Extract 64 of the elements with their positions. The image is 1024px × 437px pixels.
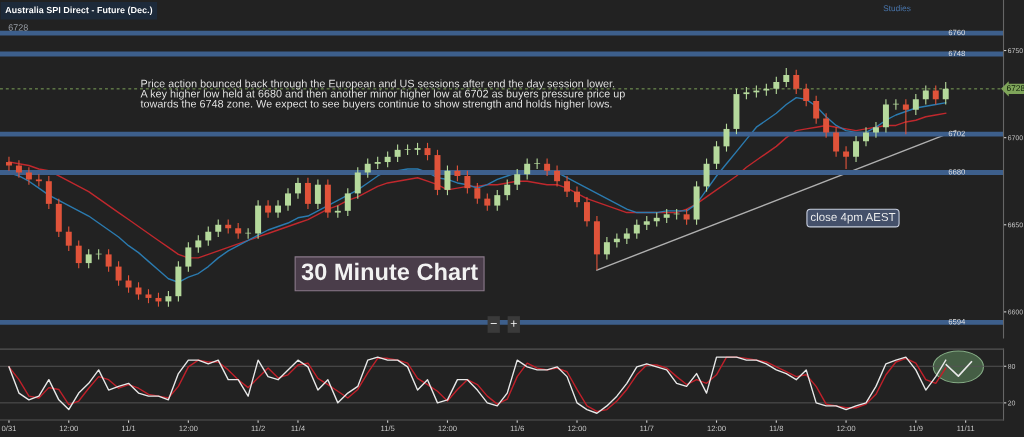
text: Australia SPI Direct - Future (Dec.)	[5, 6, 153, 15]
candlestick	[902, 98, 909, 135]
candlestick	[703, 158, 710, 193]
candlestick	[205, 225, 212, 247]
candlestick	[583, 196, 590, 228]
annotation: close 4pm AEST	[810, 212, 896, 224]
candlestick	[723, 123, 730, 153]
candlestick	[912, 93, 919, 116]
candlestick	[25, 166, 32, 186]
candlestick	[564, 175, 571, 198]
candlestick	[464, 170, 471, 194]
candlestick	[185, 241, 192, 273]
candlestick	[354, 166, 361, 200]
candlestick	[474, 182, 481, 205]
candlestick	[793, 69, 800, 95]
candlestick	[713, 140, 720, 170]
candlestick	[265, 199, 272, 219]
candlestick	[783, 67, 790, 88]
candlestick	[942, 81, 949, 106]
candlestick	[45, 175, 52, 210]
candlestick	[285, 187, 291, 212]
candlestick	[85, 248, 92, 269]
candlestick	[633, 218, 640, 240]
candlestick	[5, 156, 12, 172]
ref-line-label: 6728	[1006, 85, 1024, 92]
candlestick	[803, 83, 810, 107]
candlestick	[314, 178, 321, 210]
candlestick	[514, 168, 521, 191]
candlestick	[872, 121, 879, 139]
candlestick	[603, 236, 610, 261]
candlestick	[524, 158, 531, 181]
annotation: 30 Minute Chart	[301, 262, 478, 281]
candlestick	[344, 187, 351, 217]
candlestick	[544, 158, 551, 177]
candlestick	[115, 260, 122, 287]
candlestick	[494, 189, 501, 212]
candlestick	[35, 173, 42, 187]
annotation: +	[510, 320, 517, 327]
candlestick	[922, 84, 929, 106]
annotation: Price action bounced back through the European and US sessions after end the day session lower. A key higher low held at 6680 and then another minor higher low at 6702 as buyers pressure price up towards the 6748 zone. We expect to see buyers continue to show strength and holds higher lows.	[140, 79, 625, 110]
candlestick	[863, 126, 869, 147]
candlestick	[364, 158, 371, 179]
candlestick	[294, 177, 301, 200]
candlestick	[105, 248, 112, 273]
candlestick	[75, 239, 82, 269]
candlestick	[554, 164, 561, 187]
candlestick	[574, 185, 580, 208]
candlestick	[892, 98, 899, 111]
candlestick	[823, 112, 830, 139]
candlestick	[833, 126, 840, 158]
candlestick	[275, 199, 282, 219]
candlestick	[504, 178, 511, 201]
candlestick	[853, 135, 860, 163]
text: 6728	[8, 24, 28, 31]
candlestick	[882, 98, 889, 133]
candlestick	[304, 177, 311, 210]
annotation: −	[490, 323, 497, 325]
candlestick	[813, 95, 820, 125]
candlestick	[843, 145, 850, 170]
candlestick	[534, 158, 541, 170]
candlestick	[444, 164, 451, 196]
candlestick	[65, 225, 72, 252]
candlestick	[932, 84, 939, 106]
annotation: Studies	[883, 5, 911, 12]
